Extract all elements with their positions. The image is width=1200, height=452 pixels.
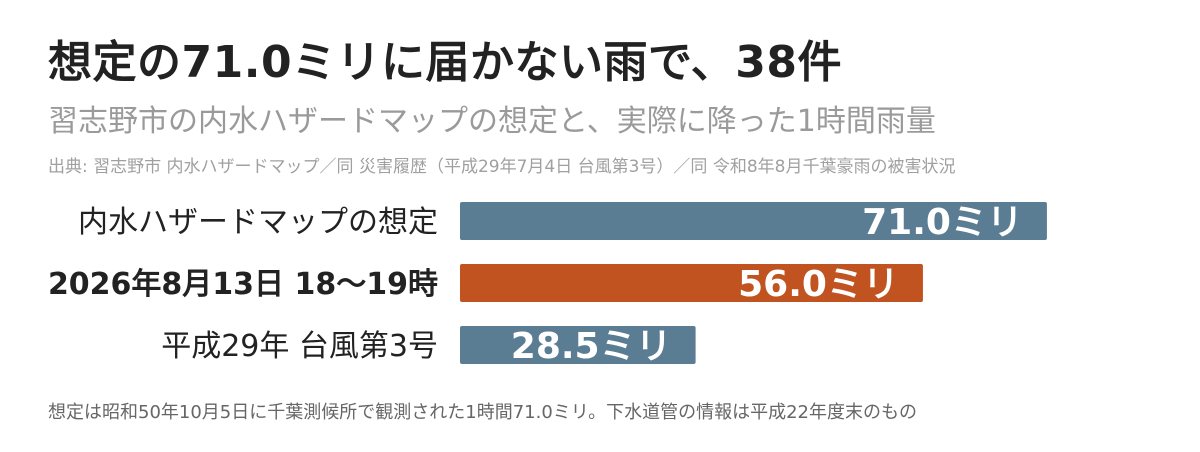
chart-title: 想定の71.0ミリに届かない雨で、38件 — [48, 37, 843, 88]
source-text: 出典: 習志野市 内水ハザードマップ／同 災害履歴（平成29年7月4日 台風第3… — [48, 157, 956, 177]
category-label-2: 平成29年 台風第3号 — [161, 329, 438, 364]
bar-1 — [460, 264, 923, 302]
bar-0 — [460, 202, 1047, 240]
value-label-2: 28.5ミリ — [511, 326, 672, 367]
value-label-1: 56.0ミリ — [738, 264, 899, 305]
bar-2 — [460, 326, 696, 364]
category-label-1: 2026年8月13日 18〜19時 — [48, 267, 438, 302]
category-label-0: 内水ハザードマップの想定 — [78, 205, 438, 240]
footnote: 想定は昭和50年10月5日に千葉測候所で観測された1時間71.0ミリ。下水道管の… — [48, 402, 917, 423]
chart-subtitle: 習志野市の内水ハザードマップの想定と、実際に降った1時間雨量 — [48, 104, 936, 139]
value-label-0: 71.0ミリ — [862, 202, 1023, 243]
